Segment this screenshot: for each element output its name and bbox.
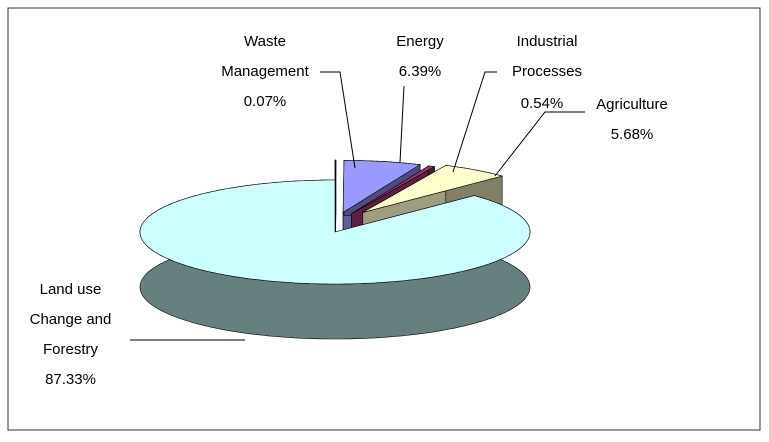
leader-line xyxy=(452,71,497,173)
leader-line xyxy=(494,111,585,177)
pie-slice xyxy=(342,160,422,213)
leader-line xyxy=(320,71,356,169)
category-name: Waste Management xyxy=(221,33,309,80)
slice-label: Energy 6.39% xyxy=(360,27,480,87)
slice-label: Land use Change and Forestry 87.33% xyxy=(18,275,123,395)
pie-slice xyxy=(351,165,436,215)
pie-slice xyxy=(139,179,531,285)
pie-tops xyxy=(139,159,531,285)
value-label: 0.54% xyxy=(520,95,564,112)
value-label: 87.33% xyxy=(45,371,96,388)
category-name: Land use Change and Forestry xyxy=(29,281,112,358)
slice-label: Agriculture 5.68% xyxy=(578,90,686,150)
slice-label: Industrial Processes 0.54% xyxy=(487,27,607,119)
value-label: 0.07% xyxy=(243,93,287,110)
category-name: Energy xyxy=(396,33,444,50)
slice-label: Waste Management 0.07% xyxy=(205,27,325,117)
category-name: Agriculture xyxy=(596,96,668,113)
category-name: Industrial Processes xyxy=(511,33,583,80)
leader-line xyxy=(399,85,405,163)
value-label: 6.39% xyxy=(398,63,442,80)
value-label: 5.68% xyxy=(610,126,654,143)
